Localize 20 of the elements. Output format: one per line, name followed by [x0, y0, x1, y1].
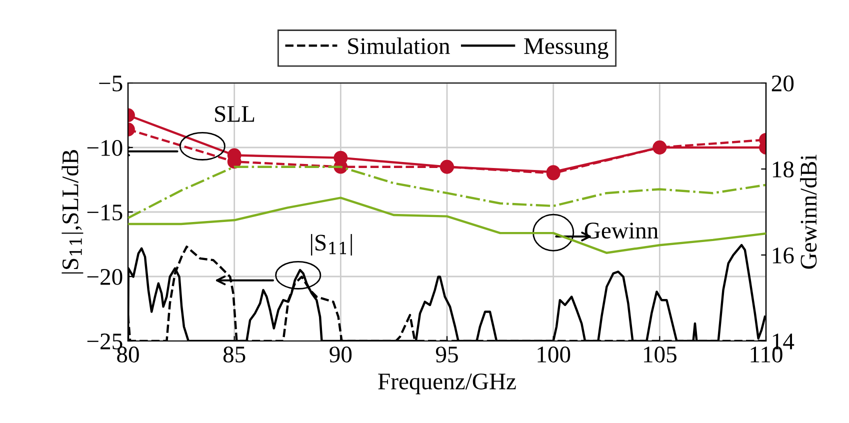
y-axis-title: |S$_{11}$|,SLL/dB — [62, 150, 84, 274]
x-tick-label: 100 — [538, 346, 570, 362]
legend-label: Messung — [524, 38, 608, 59]
y2-tick-label: 18 — [772, 161, 794, 178]
y-tick-label: −10 — [87, 140, 122, 156]
annotation: Gewinn — [584, 222, 658, 239]
y-tick-label: −20 — [87, 268, 122, 285]
y2-tick-label: 20 — [772, 75, 794, 92]
y-tick-label: −5 — [99, 76, 122, 92]
x-axis-title: Frequenz/GHz — [378, 374, 516, 394]
y2-axis-title: Gewinn/dBi — [800, 154, 817, 269]
y2-tick-label: 16 — [772, 248, 794, 264]
x-tick-label: 105 — [644, 346, 676, 362]
annotation: SLL — [215, 106, 254, 122]
x-tick-label: 95 — [436, 346, 458, 362]
x-tick-label: 90 — [330, 346, 352, 362]
legend-label: Simulation — [348, 37, 450, 54]
annotation: |S$_{11}$| — [311, 234, 352, 256]
y-tick-label: −15 — [87, 204, 122, 220]
x-tick-label: 85 — [223, 346, 246, 362]
